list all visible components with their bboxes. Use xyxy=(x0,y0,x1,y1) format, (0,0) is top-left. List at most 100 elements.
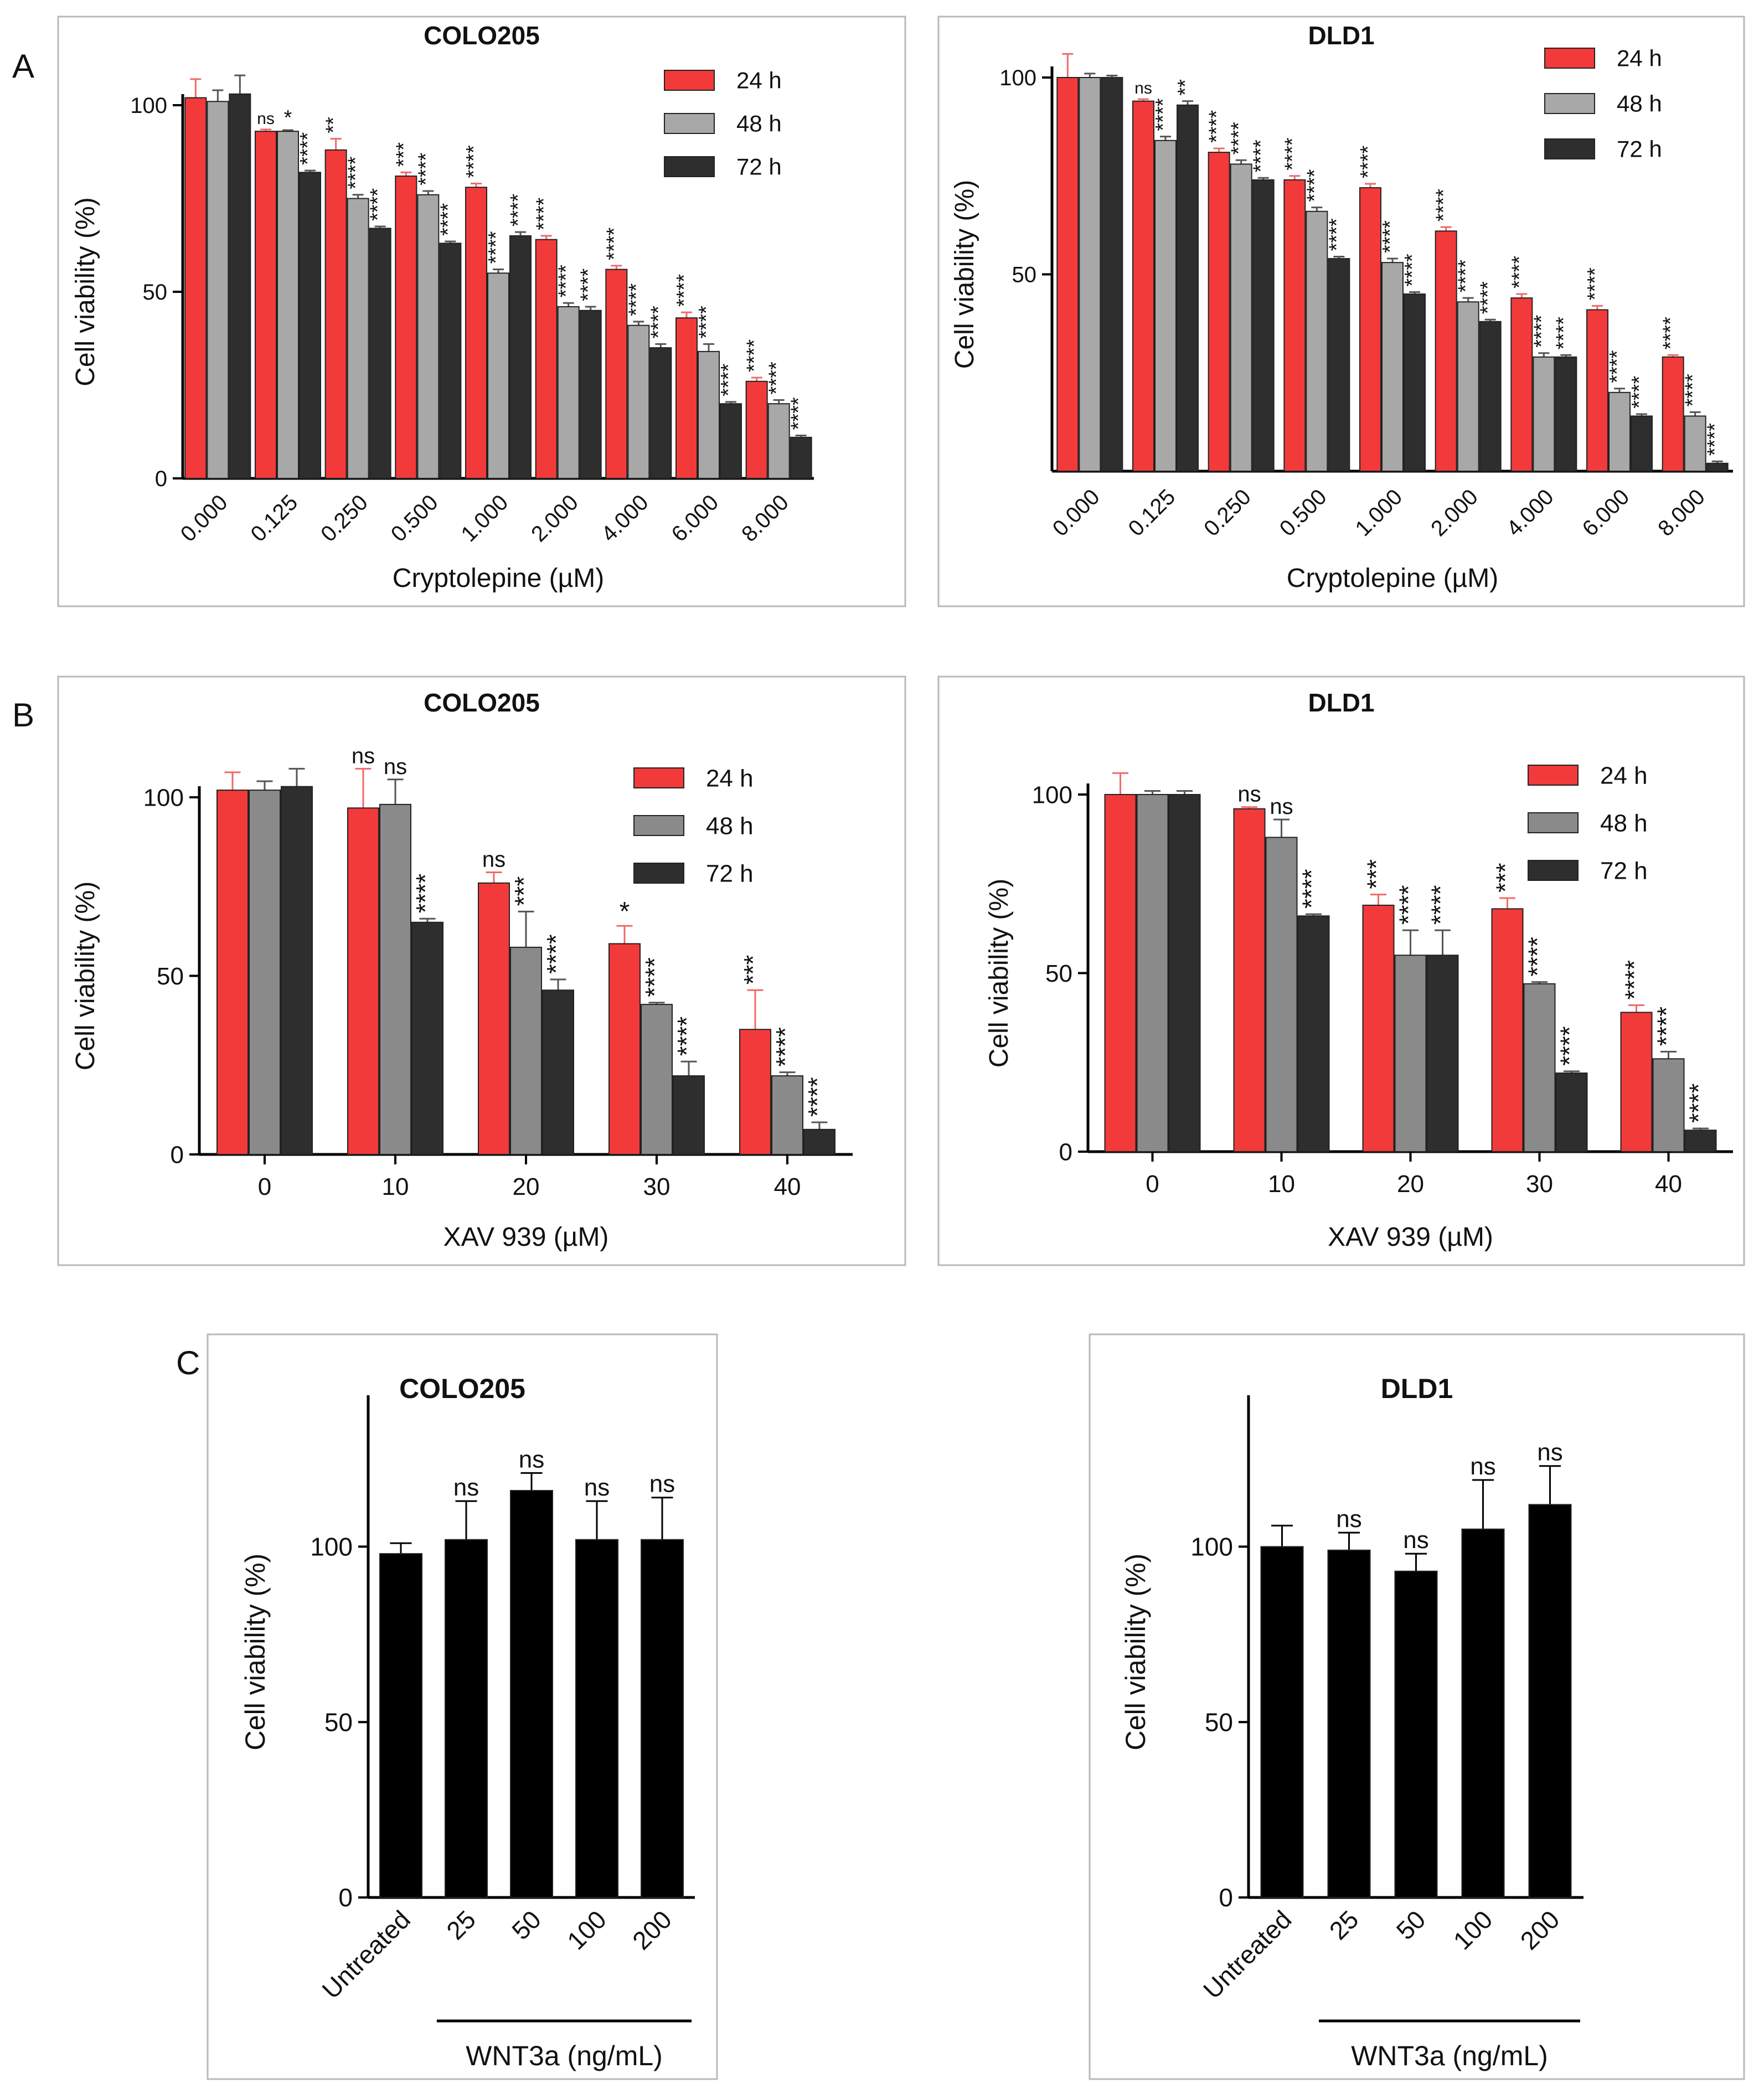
significance-label: **** xyxy=(1530,314,1553,347)
significance-label: ns xyxy=(352,744,375,768)
y-tick-label: 50 xyxy=(1205,1708,1233,1736)
legend-swatch-24h xyxy=(664,70,715,91)
significance-label: ** xyxy=(1174,79,1197,96)
x-tick-label: 10 xyxy=(1268,1170,1295,1198)
bar-48h-0.250 xyxy=(1230,163,1252,472)
bar-24h-1.000 xyxy=(1359,187,1381,472)
bar-72h-1.000 xyxy=(1404,293,1426,472)
x-tick-label: 40 xyxy=(1655,1170,1682,1198)
significance-label: **** xyxy=(1426,885,1455,925)
significance-label: **** xyxy=(1394,885,1423,925)
significance-label: **** xyxy=(1356,146,1380,178)
legend-swatch-48h xyxy=(664,113,715,134)
chart-title: DLD1 xyxy=(1308,688,1374,717)
bar-48h-40 xyxy=(1652,1058,1685,1153)
bar-72h-0.250 xyxy=(1252,179,1275,472)
significance-label: ns xyxy=(1336,1505,1361,1533)
bar-72h-20 xyxy=(1426,955,1459,1152)
legend-swatch-48h xyxy=(633,815,684,836)
significance-label: **** xyxy=(1508,256,1531,288)
chart-title: DLD1 xyxy=(1381,1373,1453,1404)
bar-24h-4.000 xyxy=(1510,297,1533,472)
bar-Viability-100 xyxy=(1461,1528,1505,1898)
y-axis-label: Cell viability (%) xyxy=(1120,1554,1151,1751)
bar-72h-0 xyxy=(281,786,313,1155)
bar-24h-0.250 xyxy=(324,149,347,479)
bar-24h-10 xyxy=(1233,808,1266,1153)
legend-swatch-24h xyxy=(633,767,684,788)
significance-label: ns xyxy=(257,110,275,128)
y-axis-label: Cell viability (%) xyxy=(984,879,1014,1067)
significance-label: *** xyxy=(739,955,767,984)
significance-label: **** xyxy=(1227,122,1251,154)
significance-label: **** xyxy=(484,231,508,264)
bar-48h-0.500 xyxy=(417,194,440,479)
bar-72h-6.000 xyxy=(1631,415,1653,472)
bar-24h-6.000 xyxy=(1586,309,1608,472)
significance-label: ** xyxy=(322,117,345,133)
bar-72h-2.000 xyxy=(579,310,602,479)
significance-label: **** xyxy=(1628,376,1651,409)
significance-label: **** xyxy=(787,397,811,430)
bar-48h-0.250 xyxy=(347,198,369,479)
significance-label: **** xyxy=(414,153,437,185)
bar-48h-0.500 xyxy=(1306,210,1328,472)
legend-label: 24 h xyxy=(706,765,754,792)
bar-48h-0.000 xyxy=(1079,77,1101,472)
bar-24h-0 xyxy=(1104,794,1137,1152)
y-axis-label: Cell viability (%) xyxy=(950,180,979,369)
bar-24h-0.000 xyxy=(1056,77,1079,472)
bar-48h-0 xyxy=(1136,794,1169,1152)
y-axis-label: Cell viability (%) xyxy=(71,197,100,386)
chart-title: COLO205 xyxy=(399,1373,525,1404)
significance-label: **** xyxy=(1281,137,1304,170)
significance-label: **** xyxy=(771,1027,800,1067)
bar-72h-0.125 xyxy=(1177,104,1199,472)
bar-24h-0.250 xyxy=(1208,152,1230,472)
x-axis-label: Cryptolepine (µM) xyxy=(1287,564,1498,593)
bar-Viability-25 xyxy=(445,1539,488,1898)
significance-label: **** xyxy=(1552,317,1575,349)
bar-48h-8.000 xyxy=(767,403,790,479)
bar-48h-0.000 xyxy=(207,101,229,479)
bar-48h-20 xyxy=(1394,955,1427,1152)
significance-label: **** xyxy=(1297,869,1326,909)
significance-label: ns xyxy=(482,847,506,871)
bar-24h-20 xyxy=(1362,904,1395,1152)
bar-48h-4.000 xyxy=(627,324,650,479)
significance-label: **** xyxy=(1379,220,1402,253)
significance-label: **** xyxy=(717,363,740,396)
significance-label: ns xyxy=(649,1471,675,1498)
bar-48h-0.125 xyxy=(277,131,299,479)
significance-label: **** xyxy=(507,194,530,226)
significance-label: **** xyxy=(1152,98,1175,131)
significance-label: ns xyxy=(1237,782,1261,807)
x-axis-label: WNT3a (ng/mL) xyxy=(1351,2040,1548,2071)
bar-Viability-25 xyxy=(1327,1549,1371,1899)
bar-24h-0.500 xyxy=(395,176,417,479)
bar-48h-2.000 xyxy=(557,306,580,479)
bar-72h-0 xyxy=(1168,794,1201,1152)
bar-72h-30 xyxy=(1555,1072,1588,1152)
x-axis-label: Cryptolepine (µM) xyxy=(393,564,604,593)
significance-label: ns xyxy=(584,1474,610,1501)
significance-label: ns xyxy=(1470,1453,1495,1480)
x-tick-label: 20 xyxy=(1397,1170,1424,1198)
significance-label: ns xyxy=(519,1446,544,1473)
significance-label: **** xyxy=(1303,169,1326,202)
y-axis-label: Cell viability (%) xyxy=(71,881,100,1070)
y-tick-label: 50 xyxy=(1045,960,1072,987)
significance-label: **** xyxy=(1205,110,1229,143)
bar-72h-0.125 xyxy=(299,172,321,479)
bar-72h-2.000 xyxy=(1479,321,1502,472)
significance-label: * xyxy=(620,897,630,926)
significance-label: **** xyxy=(411,874,440,914)
bar-24h-2.000 xyxy=(1435,230,1457,472)
bar-24h-8.000 xyxy=(1662,356,1684,472)
bar-48h-30 xyxy=(641,1004,673,1155)
bar-24h-20 xyxy=(478,882,510,1156)
bar-72h-0.000 xyxy=(1101,77,1123,472)
bar-48h-20 xyxy=(510,946,542,1156)
